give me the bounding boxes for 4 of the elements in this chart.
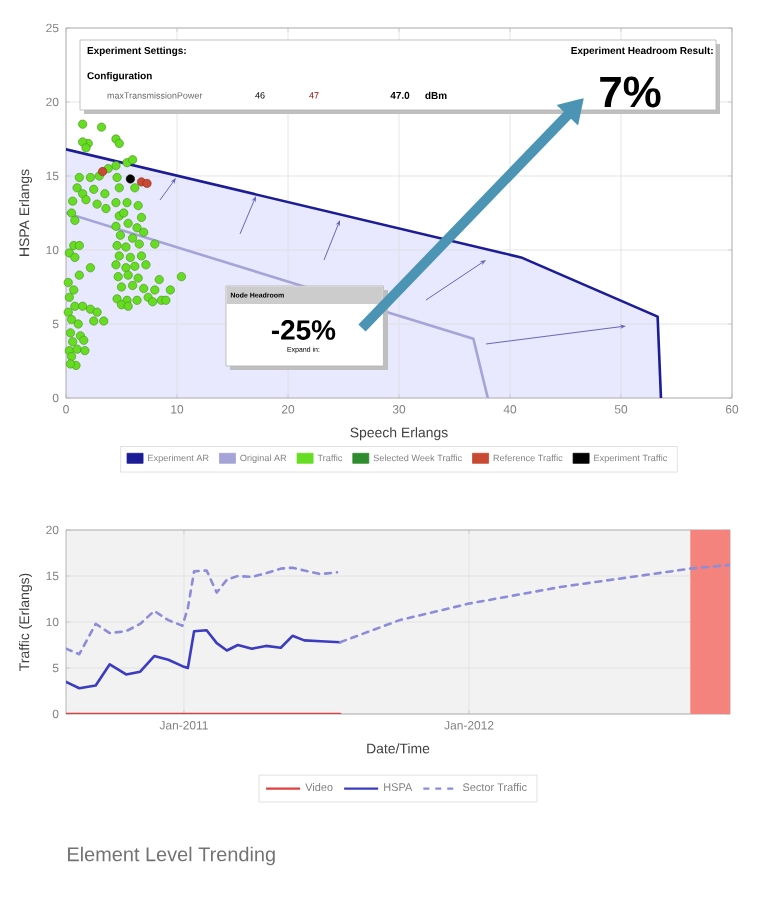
annotation: 7% [600,76,661,108]
text: Element Level Trending [68,846,275,866]
annotation: -25% [271,320,336,340]
line-series [66,628,342,690]
